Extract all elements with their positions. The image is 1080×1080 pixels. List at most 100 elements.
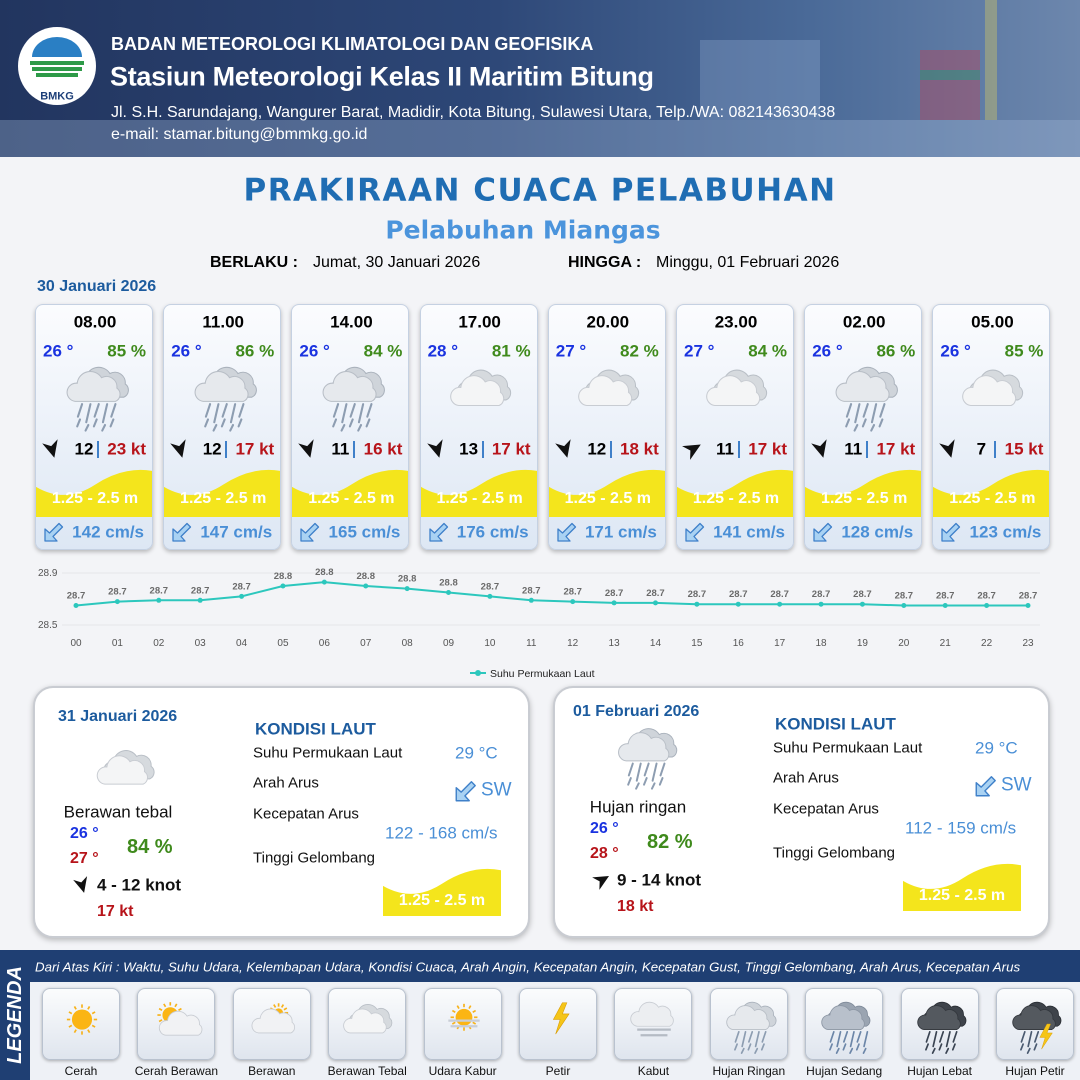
icon-line bbox=[1020, 1043, 1024, 1051]
sst-point bbox=[570, 599, 576, 605]
icon-line bbox=[843, 1031, 849, 1043]
humidity: 84 % bbox=[748, 341, 787, 361]
time: 23.00 bbox=[714, 312, 758, 332]
legend-icon-box bbox=[137, 988, 216, 1060]
logo-text: BMKG bbox=[40, 90, 74, 103]
icon-line bbox=[229, 423, 235, 432]
legend-icon-box bbox=[614, 988, 693, 1060]
gust-speed: 17 kt bbox=[748, 439, 787, 459]
icon-path bbox=[821, 1005, 865, 1031]
x-tick-label: 13 bbox=[609, 638, 621, 649]
wind-range: 4 - 12 knot bbox=[97, 875, 182, 895]
icon-line bbox=[635, 782, 640, 790]
icon-line bbox=[110, 403, 117, 418]
icon-path bbox=[322, 371, 377, 402]
header-band bbox=[0, 0, 1080, 157]
icon-path bbox=[96, 755, 148, 785]
logo-mark bbox=[30, 37, 84, 77]
current-speed: 128 cm/s bbox=[841, 522, 914, 542]
icon-line bbox=[853, 423, 859, 432]
ground bbox=[0, 120, 1080, 157]
icon-line bbox=[836, 1031, 842, 1048]
humidity: 86 % bbox=[876, 341, 916, 361]
icon-line bbox=[931, 1031, 937, 1048]
icon-polygon bbox=[939, 439, 956, 458]
value-label: 28.7 bbox=[150, 585, 169, 596]
icon-line bbox=[658, 777, 664, 786]
icon-line bbox=[85, 403, 92, 424]
day-date: 31 Januari 2026 bbox=[58, 708, 178, 725]
current-direction bbox=[557, 522, 576, 542]
legend-item: Cerah Berawan bbox=[134, 1064, 219, 1078]
icon-path bbox=[706, 375, 761, 407]
time: 17.00 bbox=[458, 312, 501, 332]
legend-description: Dari Atas Kiri : Waktu, Suhu Udara, Kele… bbox=[35, 959, 1021, 975]
email: e-mail: stamar.bitung@bmmkg.go.id bbox=[111, 126, 368, 143]
x-tick-label: 11 bbox=[526, 638, 537, 649]
forecast-card: 20.00 27 ° 82 % 12 18 kt 1.25 - 2.5 m 171 cm/s bbox=[547, 304, 666, 550]
value-label: 28.7 bbox=[481, 581, 500, 592]
sst-point bbox=[114, 599, 120, 605]
icon-line bbox=[451, 1021, 456, 1025]
value-label: 28.7 bbox=[191, 585, 210, 596]
day-date: 01 Februari 2026 bbox=[573, 703, 700, 720]
icon-line bbox=[733, 1043, 738, 1051]
legend-icon bbox=[66, 1004, 98, 1035]
x-tick-label: 20 bbox=[898, 638, 910, 649]
icon-polygon bbox=[1039, 1023, 1053, 1050]
icon-path bbox=[36, 469, 152, 517]
icon-polygon bbox=[813, 522, 833, 542]
legend-item: Hujan Petir bbox=[1005, 1064, 1065, 1078]
legend-item: Kabut bbox=[637, 1064, 670, 1078]
icon-line bbox=[747, 1031, 753, 1043]
sst-point bbox=[777, 601, 783, 607]
icon-line bbox=[221, 418, 226, 428]
icon-line bbox=[272, 1004, 277, 1008]
y-tick-label: 28.9 bbox=[38, 568, 58, 579]
icon-line bbox=[283, 1007, 288, 1011]
icon-line bbox=[651, 762, 658, 782]
weather-icon bbox=[194, 366, 258, 432]
x-tick-label: 01 bbox=[112, 638, 124, 649]
icon-line bbox=[333, 403, 340, 418]
valid-to-label: HINGGA : bbox=[568, 254, 642, 271]
separator bbox=[738, 441, 740, 458]
icon-g bbox=[845, 403, 886, 432]
icon-line bbox=[73, 1029, 77, 1034]
humidity: 82 % bbox=[647, 831, 693, 853]
wave-area bbox=[383, 868, 501, 916]
icon-line bbox=[643, 777, 648, 786]
temperature: 26 ° bbox=[299, 341, 330, 361]
wind-direction bbox=[939, 439, 956, 458]
wave-height: 1.25 - 2.5 m bbox=[949, 490, 1036, 507]
icon-polygon bbox=[552, 1002, 570, 1035]
legend-label: Suhu Permukaan Laut bbox=[490, 668, 595, 680]
icon-line bbox=[471, 1009, 476, 1013]
icon-path bbox=[159, 1010, 203, 1036]
icon-line bbox=[760, 1043, 765, 1051]
current-speed: 176 cm/s bbox=[456, 522, 529, 542]
icon-line bbox=[835, 1047, 840, 1054]
icon-path bbox=[548, 469, 665, 517]
icon-line bbox=[627, 777, 632, 786]
temp-max: 27 ° bbox=[70, 850, 99, 867]
forecast-card: 14.00 26 ° 84 % 11 16 kt 1.25 - 2.5 m 165 cm/s bbox=[291, 304, 410, 550]
wind-range: 9 - 14 knot bbox=[617, 870, 702, 890]
value-label: 28.7 bbox=[688, 589, 707, 600]
sst-point bbox=[984, 603, 990, 608]
current-direction bbox=[428, 522, 448, 542]
sst: 29 °C bbox=[975, 738, 1018, 758]
icon-line bbox=[1026, 1047, 1031, 1054]
x-tick-label: 22 bbox=[981, 638, 993, 649]
icon-polygon bbox=[428, 522, 448, 542]
icon-circle bbox=[455, 1008, 472, 1026]
x-tick-label: 10 bbox=[484, 638, 496, 649]
sea-label: Arah Arus bbox=[773, 769, 839, 787]
y-tick-label: 28.5 bbox=[38, 620, 58, 631]
icon-line bbox=[93, 403, 100, 418]
icon-line bbox=[109, 418, 115, 428]
legend-icon bbox=[630, 1001, 675, 1037]
current-speed: 123 cm/s bbox=[969, 522, 1042, 542]
x-tick-label: 02 bbox=[153, 638, 165, 649]
x-tick-label: 17 bbox=[774, 638, 786, 649]
